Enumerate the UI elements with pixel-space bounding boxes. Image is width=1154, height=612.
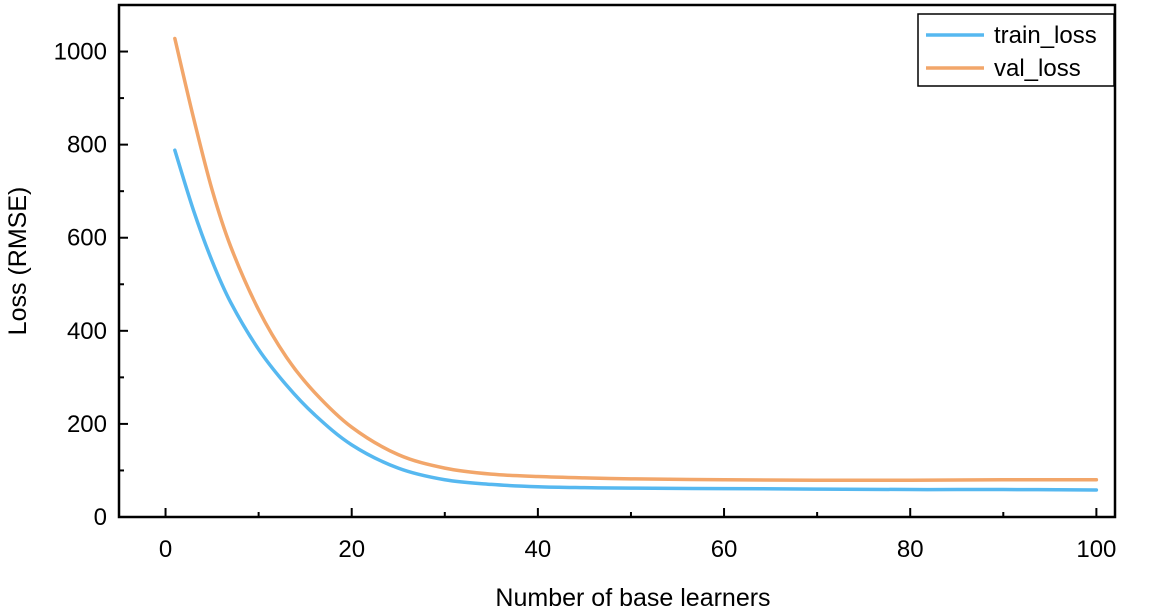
x-tick-label: 60 bbox=[711, 536, 738, 563]
y-tick-label: 600 bbox=[67, 225, 107, 252]
plot-frame bbox=[117, 3, 1117, 519]
x-tick-label: 0 bbox=[159, 536, 172, 563]
legend-label-train-loss: train_loss bbox=[994, 22, 1097, 49]
series-line-val-loss bbox=[173, 36, 1099, 483]
y-tick-label: 200 bbox=[67, 411, 107, 438]
legend: train_loss val_loss bbox=[917, 13, 1115, 87]
y-tick-label: 1000 bbox=[54, 39, 107, 66]
series-line-train-loss bbox=[173, 148, 1099, 492]
y-tick-label: 400 bbox=[67, 318, 107, 345]
legend-box bbox=[917, 13, 1115, 87]
x-axis-label: Number of base learners bbox=[495, 584, 770, 612]
y-tick-label: 800 bbox=[67, 132, 107, 159]
legend-label-val-loss: val_loss bbox=[994, 55, 1081, 82]
x-tick-label: 80 bbox=[897, 536, 924, 563]
y-tick-label: 0 bbox=[94, 504, 107, 531]
series-layer bbox=[173, 36, 1099, 492]
x-tick-label: 100 bbox=[1076, 536, 1116, 563]
y-axis-ticks: 0 200 400 600 800 1000 bbox=[54, 39, 128, 531]
x-axis-ticks: 0 20 40 60 80 100 bbox=[159, 508, 1116, 563]
x-tick-label: 40 bbox=[525, 536, 552, 563]
y-axis-label: Loss (RMSE) bbox=[4, 187, 32, 336]
x-tick-label: 20 bbox=[338, 536, 365, 563]
